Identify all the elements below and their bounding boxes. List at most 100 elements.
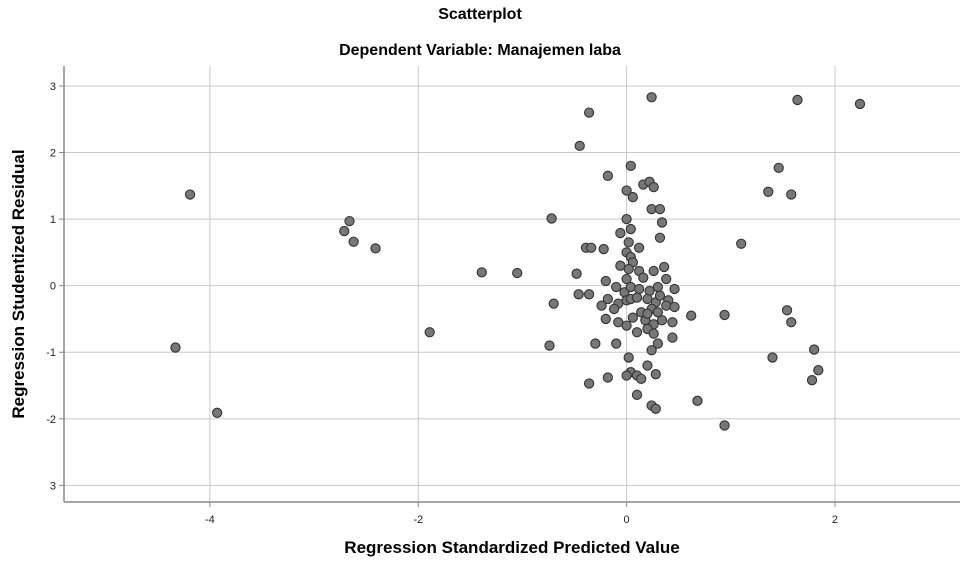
data-point (631, 292, 643, 303)
data-point (656, 315, 668, 326)
data-point (348, 236, 359, 247)
data-point (652, 281, 664, 293)
data-point (611, 281, 622, 293)
data-point (184, 189, 196, 200)
data-point (667, 332, 678, 343)
data-point (621, 185, 632, 196)
data-point (627, 312, 639, 323)
data-point (763, 186, 774, 197)
chart-title: Scatterplot (438, 6, 522, 23)
x-axis-label: Regression Standardized Predicted Value (344, 538, 679, 557)
chart-subtitle: Dependent Variable: Manajemen laba (339, 42, 621, 59)
data-point (600, 275, 611, 287)
data-point (642, 308, 653, 319)
data-point (650, 369, 661, 380)
data-point (602, 170, 614, 181)
y-tick-label: 2 (50, 148, 56, 160)
data-point (625, 223, 636, 235)
data-point (648, 181, 659, 193)
data-point (648, 265, 659, 277)
data-point (602, 372, 614, 383)
data-point (642, 360, 653, 371)
y-tick-label: 3 (50, 81, 56, 93)
data-point (621, 213, 632, 225)
data-point (476, 267, 487, 278)
data-point (767, 352, 778, 363)
data-point (786, 317, 797, 328)
data-point (596, 300, 607, 311)
data-point (654, 290, 666, 301)
data-point (625, 281, 636, 293)
data-point (648, 328, 659, 339)
grid-lines (64, 66, 960, 502)
data-point (813, 365, 824, 376)
data-point (339, 225, 350, 237)
data-point (719, 309, 730, 321)
data-point (424, 327, 435, 338)
x-tick-label: 0 (624, 514, 630, 526)
data-point (650, 403, 661, 414)
data-point (652, 307, 664, 318)
data-point (602, 293, 614, 305)
data-point (656, 217, 668, 228)
data-point (627, 191, 639, 203)
data-point (669, 283, 680, 295)
data-point (636, 373, 647, 385)
data-point (621, 320, 632, 331)
data-point (571, 268, 582, 279)
data-point (786, 189, 797, 200)
data-point (686, 310, 697, 321)
data-point (854, 98, 866, 110)
data-point (633, 283, 645, 295)
x-tick-label: -4 (205, 514, 215, 526)
x-tick-label: 2 (832, 514, 838, 526)
data-point (586, 242, 597, 253)
data-point (621, 273, 632, 285)
data-point (625, 160, 636, 171)
tick-labels: -4 -2 0 2 3 2 1 0 -1 -2 3 (46, 81, 838, 526)
data-point (544, 340, 555, 351)
data-point (623, 237, 634, 248)
data-point (574, 140, 585, 152)
data-point (631, 389, 643, 400)
data-point (654, 203, 666, 215)
data-point (661, 300, 672, 311)
data-point (638, 272, 649, 283)
data-point (598, 243, 609, 255)
data-point (608, 303, 620, 315)
data-point (611, 338, 622, 349)
y-tick-label: 1 (50, 214, 56, 226)
data-point (212, 407, 223, 418)
data-point (736, 238, 747, 249)
y-tick-label: -1 (46, 347, 56, 359)
data-point (667, 317, 678, 328)
data-point (344, 215, 355, 227)
data-point (583, 289, 595, 300)
data-point (806, 375, 818, 386)
data-point (623, 263, 634, 275)
data-point (512, 267, 523, 279)
data-point (773, 162, 784, 173)
data-point (631, 327, 643, 338)
data-point (781, 305, 793, 316)
data-point (654, 232, 666, 243)
data-point (573, 289, 584, 300)
data-point (661, 273, 672, 285)
data-point (646, 92, 657, 103)
y-tick-label: -2 (46, 414, 56, 426)
data-point (615, 227, 626, 239)
y-axis-label: Regression Studentized Residual (9, 149, 28, 418)
data-point (600, 313, 611, 325)
data-point (646, 345, 657, 356)
data-point (808, 344, 820, 355)
data-point (633, 242, 645, 253)
data-point (583, 107, 595, 118)
data-point (548, 298, 559, 309)
data-point (669, 301, 680, 313)
data-point (719, 420, 730, 431)
y-tick-label: 3 (50, 480, 56, 492)
data-point (621, 370, 632, 381)
axes (59, 66, 960, 507)
x-tick-label: -2 (413, 514, 423, 526)
data-point (623, 352, 634, 363)
